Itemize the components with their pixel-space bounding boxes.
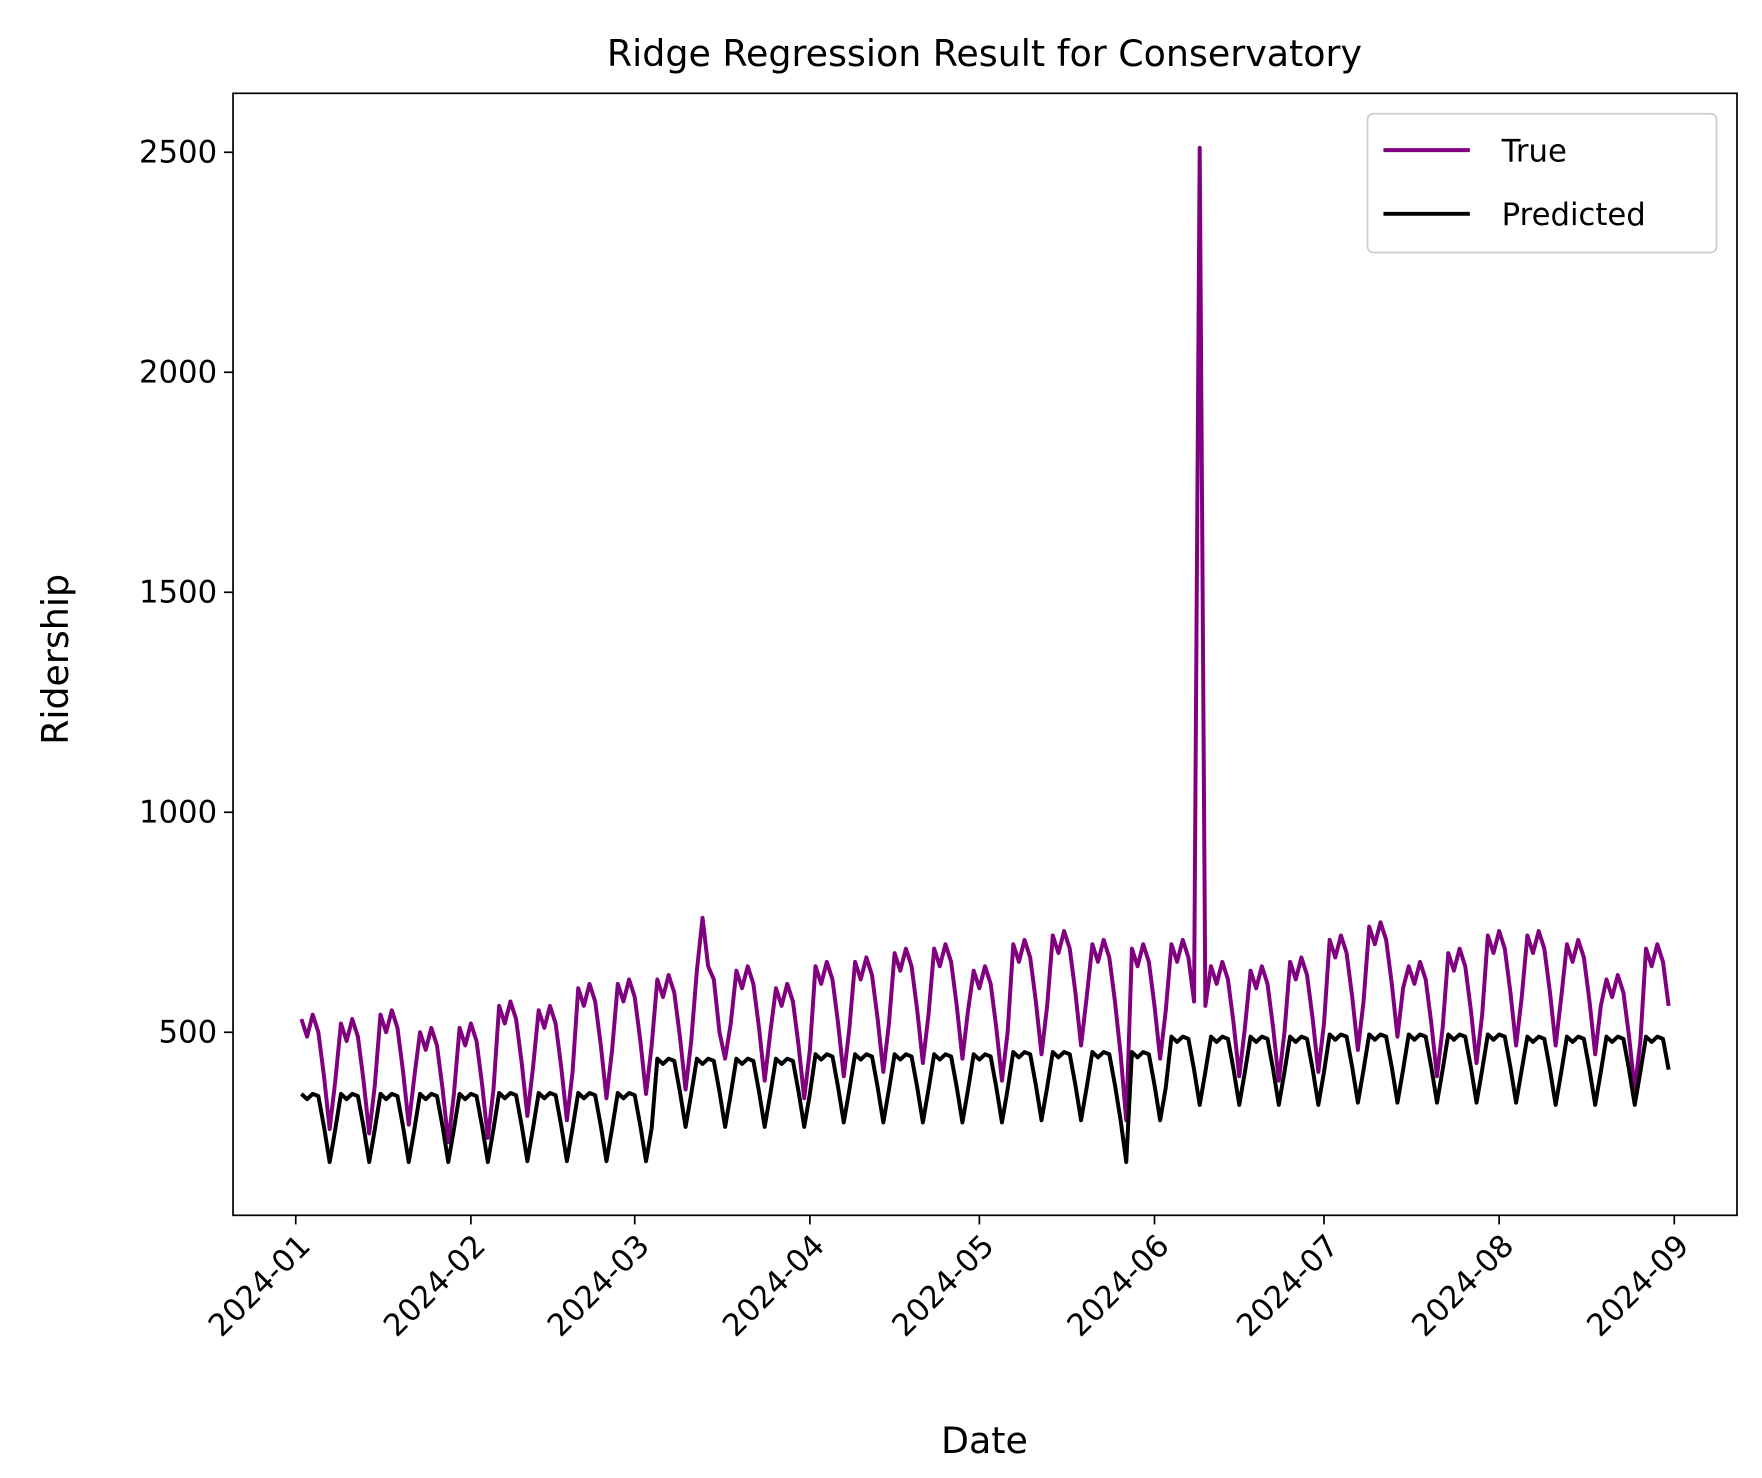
plot-frame (232, 92, 1738, 1217)
y-axis-label: Ridership (34, 574, 77, 745)
legend-label: Predicted (1502, 198, 1646, 233)
series-line (300, 1032, 1671, 1165)
series-line (299, 145, 1671, 1145)
y-tick-label: 2000 (139, 356, 217, 391)
y-tick-label: 1500 (139, 576, 217, 611)
y-tick-label: 2500 (139, 136, 217, 171)
x-axis-label: Date (941, 1419, 1028, 1462)
y-tick-label: 1000 (139, 796, 217, 831)
legend-label: True (1501, 135, 1567, 170)
y-tick-label: 500 (159, 1016, 218, 1051)
chart-title: Ridge Regression Result for Conservatory (607, 32, 1362, 75)
